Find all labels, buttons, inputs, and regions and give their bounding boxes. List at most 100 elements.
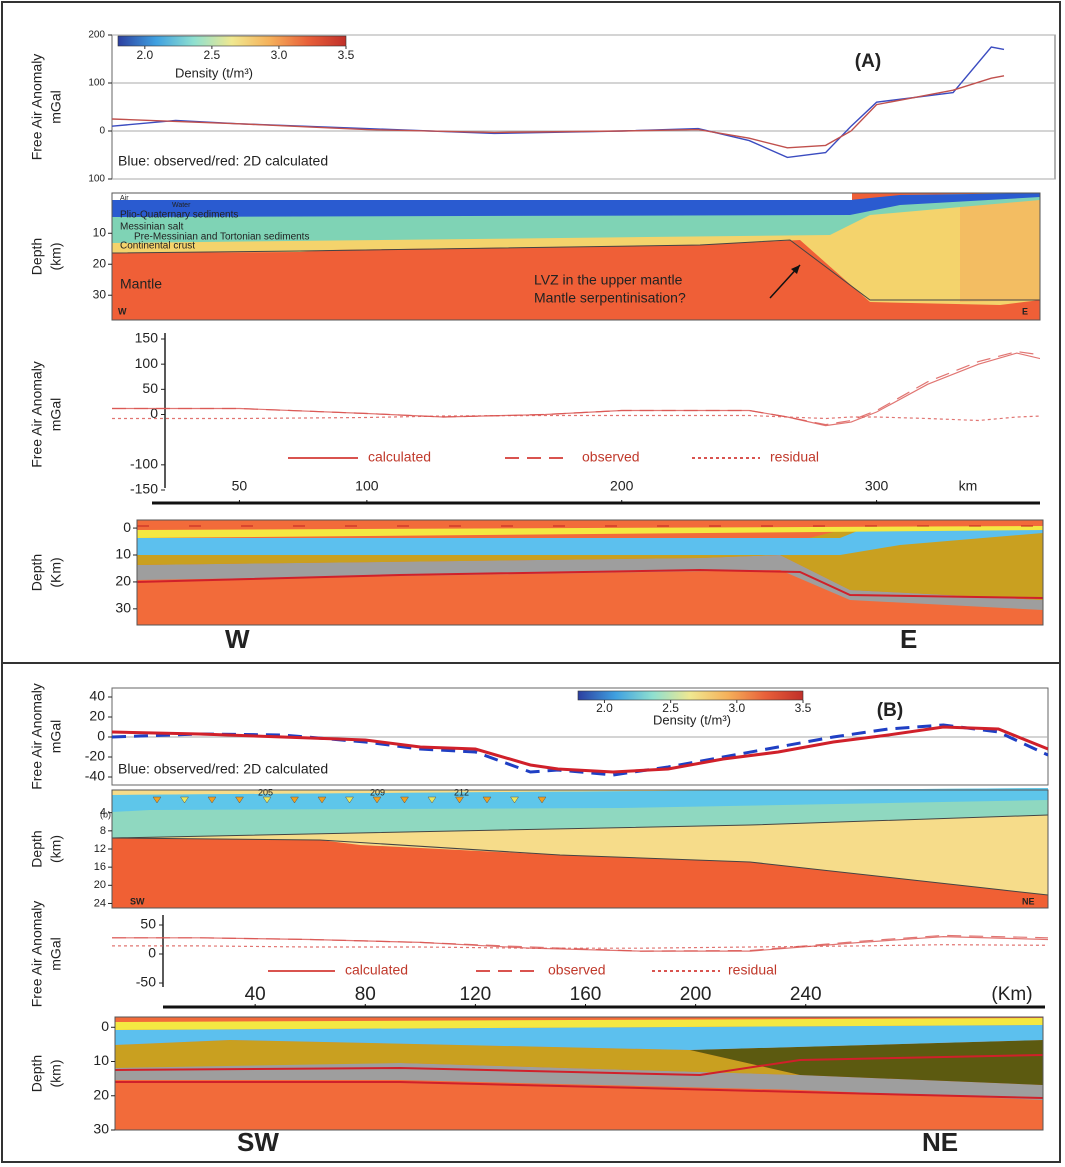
station-marker	[290, 796, 299, 804]
station-marker	[345, 796, 354, 804]
station-marker	[510, 796, 519, 804]
sediment-layer	[112, 193, 1040, 217]
y-tick-label: 10	[115, 546, 131, 562]
salt-layer	[137, 528, 1043, 555]
y-tick-label: 16	[94, 861, 106, 873]
y-tick-label: -150	[130, 481, 158, 497]
section-a2	[136, 519, 1044, 626]
series-line	[112, 944, 1048, 949]
y-tick-label: 12	[94, 843, 106, 855]
y-tick-label: 40	[89, 688, 105, 704]
station-marker	[235, 796, 244, 804]
y-axis-label: Free Air Anomaly	[29, 901, 45, 1008]
series-line	[112, 352, 1040, 427]
y-axis-label: Depth	[29, 1055, 45, 1092]
x-tick-label: 100	[355, 478, 379, 494]
y-tick-label: 20	[89, 708, 105, 724]
upper-crust	[115, 1040, 800, 1075]
station-marker	[152, 796, 162, 804]
station-marker	[455, 796, 464, 804]
y-tick-label: 30	[93, 287, 107, 301]
colorbar	[117, 35, 347, 47]
section-label: Mantle serpentinisation?	[534, 290, 686, 306]
section-label: Water	[172, 202, 191, 209]
y-axis-unit: (km)	[48, 1060, 64, 1088]
colorbar	[577, 690, 804, 701]
y-tick-label: 0	[123, 519, 131, 535]
station-marker	[262, 796, 272, 804]
water-layer	[112, 788, 1048, 812]
colorbar-tick-label: 2.5	[204, 48, 221, 62]
section-label: Messinian salt	[120, 222, 184, 233]
model-line	[136, 568, 1044, 599]
section-frame	[136, 519, 1044, 626]
salt-layer	[112, 193, 1040, 243]
section-b2	[114, 1016, 1044, 1131]
station-marker	[372, 796, 382, 804]
legend-label: observed	[548, 962, 606, 978]
colorbar-tick-label: 2.5	[662, 701, 679, 715]
y-tick-label: 0	[101, 1018, 109, 1034]
x-tick-label: 240	[790, 984, 822, 1005]
section-label: 209	[370, 787, 385, 797]
moho-line	[111, 239, 1040, 301]
y-tick-label: 100	[88, 78, 105, 89]
sediment-layer	[137, 526, 1043, 538]
section-label: Plio-Quaternary sediments	[120, 210, 238, 221]
x-tick-label: 300	[865, 478, 889, 494]
section-label: NE	[1022, 896, 1035, 906]
x-tick-label: 40	[245, 984, 266, 1005]
y-tick-label: 10	[93, 225, 107, 239]
legend-text: Blue: observed/red: 2D calculated	[118, 153, 328, 169]
y-axis-label: Depth	[29, 554, 45, 591]
salt-layer	[115, 1025, 1043, 1050]
panel-label: (B)	[877, 700, 903, 721]
y-tick-label: 0	[150, 405, 158, 421]
x-axis-unit: (Km)	[991, 984, 1032, 1005]
series-line	[112, 934, 1048, 952]
y-tick-label: 4	[100, 807, 106, 819]
sediment-layer	[115, 1018, 1043, 1030]
dense-crust	[690, 1040, 1043, 1085]
y-tick-label: -20	[85, 748, 105, 764]
y-axis-unit: (km)	[48, 243, 64, 271]
y-axis-label: Free Air Anomaly	[29, 54, 45, 161]
section-label: SW	[237, 1127, 279, 1157]
colorbar-tick-label: 2.0	[136, 48, 153, 62]
panel-label: (A)	[855, 51, 881, 72]
series-line	[112, 725, 1048, 774]
section-label: 205	[258, 787, 273, 797]
y-tick-label: -40	[85, 768, 105, 784]
series-line	[112, 414, 1040, 422]
section-label: Pre-Messinian and Tortonian sediments	[134, 232, 309, 243]
model-line	[114, 1054, 1044, 1077]
y-tick-label: 8	[100, 825, 106, 837]
section-label: W	[118, 306, 127, 316]
station-marker	[400, 796, 409, 804]
y-tick-label: 20	[93, 256, 107, 270]
section-b1	[111, 788, 1049, 909]
moho-line	[111, 837, 1049, 896]
y-tick-label: 30	[93, 1121, 109, 1137]
y-axis-label: Depth	[29, 238, 45, 275]
y-tick-label: 0	[148, 945, 156, 961]
y-axis-unit: (Km)	[48, 557, 64, 587]
section-label: NE	[922, 1127, 958, 1157]
section-frame	[111, 192, 1041, 321]
lower-crust	[115, 1063, 1043, 1100]
y-axis-unit: mGal	[48, 720, 64, 753]
section-label: E	[900, 624, 917, 654]
section-label: Continental crust	[120, 241, 195, 252]
x-tick-label: 200	[680, 984, 712, 1005]
section-label: Air	[120, 195, 129, 202]
y-tick-label: 50	[142, 380, 158, 396]
y-axis-unit: (km)	[48, 835, 64, 863]
y-tick-label: 24	[94, 897, 106, 909]
y-axis-label: Free Air Anomaly	[29, 361, 45, 468]
colorbar-tick-label: 2.0	[596, 701, 613, 715]
air-layer	[112, 193, 852, 200]
y-tick-label: 20	[93, 1086, 109, 1102]
y-axis-label: Depth	[29, 830, 45, 867]
